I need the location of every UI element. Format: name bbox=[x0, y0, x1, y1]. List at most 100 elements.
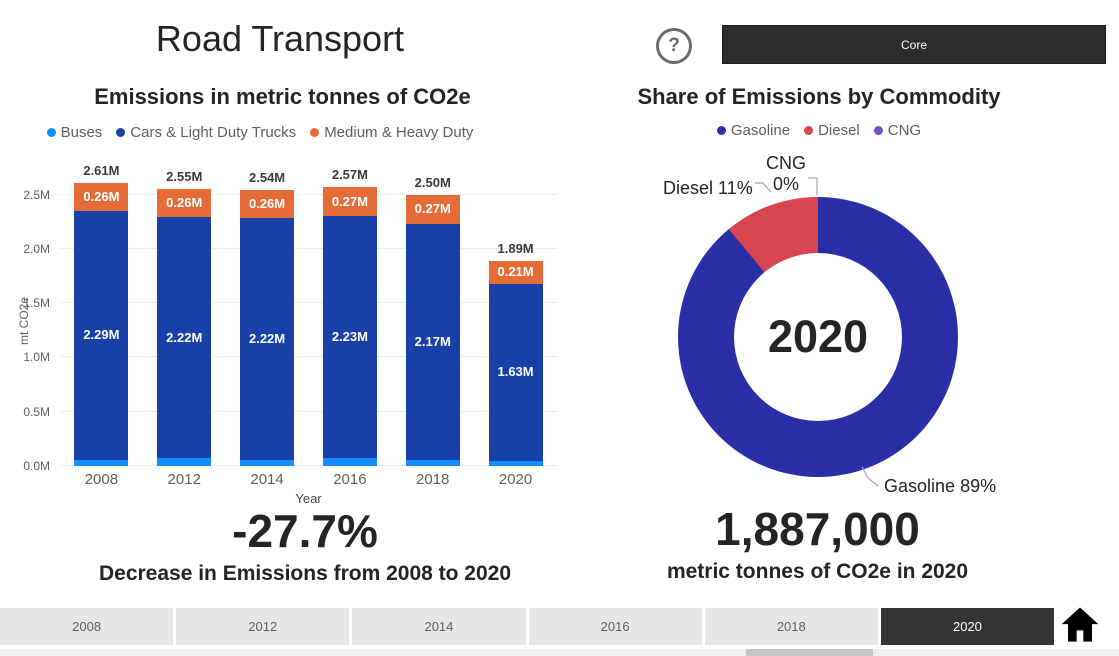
bar-2012: 2.22M 0.26M 2.55M bbox=[143, 162, 226, 466]
legend-item-cars-light-duty-trucks[interactable]: Cars & Light Duty Trucks bbox=[116, 124, 296, 141]
donut-center-label: 2020 bbox=[767, 311, 869, 362]
bar-segment-label: 2.17M bbox=[414, 333, 451, 349]
bar-segment-label: 0.26M bbox=[248, 196, 286, 212]
bar-segment-2020[interactable] bbox=[488, 460, 543, 466]
y-tick-label: 2.0M bbox=[23, 241, 50, 256]
bar-segment-label: 2.29M bbox=[83, 327, 120, 343]
bar-chart-legend: Buses Cars & Light Duty Trucks Medium & He… bbox=[0, 124, 520, 141]
bar-segment-2016[interactable] bbox=[322, 458, 377, 466]
year-button-2008[interactable]: 2008 bbox=[0, 608, 174, 645]
bar-segment-2016[interactable]: 0.27M bbox=[322, 186, 377, 217]
bar-2014: 2.22M 0.26M 2.54M bbox=[226, 162, 309, 466]
bar-segment-2016[interactable]: 2.23M bbox=[322, 216, 377, 459]
bar-total-label: 2.55M bbox=[166, 169, 203, 185]
legend-item-diesel[interactable]: Diesel bbox=[804, 122, 860, 139]
bar-segment-2008[interactable] bbox=[74, 459, 129, 466]
bar-segment-label: 0.27M bbox=[414, 201, 451, 217]
bar-segment-label: 0.21M bbox=[497, 264, 534, 280]
bar-total-label: 2.54M bbox=[248, 170, 286, 186]
x-tick-label: 2014 bbox=[250, 471, 284, 488]
bar-segment-label: 0.26M bbox=[166, 195, 203, 211]
legend-dot-icon bbox=[804, 126, 814, 135]
legend-item-cng[interactable]: CNG bbox=[873, 122, 922, 139]
bar-2020: 1.63M 0.21M 1.89M bbox=[474, 162, 557, 466]
bar-segment-label: 0.26M bbox=[83, 188, 120, 204]
bar-segment-2012[interactable] bbox=[157, 458, 212, 466]
question-mark-glyph: ? bbox=[668, 35, 680, 56]
legend-dot-icon bbox=[716, 126, 726, 135]
y-axis-ticks: 0.0M 0.5M 1.0M 1.5M 2.0M 2.5M bbox=[4, 162, 50, 473]
year-button-2012[interactable]: 2012 bbox=[176, 608, 350, 645]
gridline bbox=[60, 356, 557, 358]
bar-segment-2020[interactable]: 0.21M bbox=[488, 260, 543, 284]
core-button[interactable]: Core bbox=[722, 25, 1106, 64]
bar-2016: 2.23M 0.27M 2.57M bbox=[309, 162, 392, 466]
y-tick-label: 2.5M bbox=[23, 187, 50, 202]
y-tick-label: 0.5M bbox=[23, 404, 50, 419]
horizontal-scrollbar[interactable] bbox=[0, 649, 1119, 656]
legend-label: Diesel bbox=[818, 122, 860, 139]
legend-dot-icon bbox=[46, 128, 56, 137]
gridline bbox=[60, 410, 557, 412]
y-tick-label: 1.0M bbox=[23, 350, 50, 365]
y-tick-label: 1.5M bbox=[23, 296, 50, 311]
year-button-2016[interactable]: 2016 bbox=[528, 608, 702, 645]
legend-item-gasoline[interactable]: Gasoline bbox=[716, 122, 791, 139]
bar-segment-2012[interactable]: 0.26M bbox=[157, 189, 212, 218]
x-axis-title: Year bbox=[295, 491, 322, 506]
legend-dot-icon bbox=[873, 126, 883, 135]
kpi-total-value: 1,887,000 bbox=[715, 503, 920, 555]
bar-segment-2018[interactable]: 0.27M bbox=[405, 194, 460, 224]
year-button-2020[interactable]: 2020 bbox=[880, 608, 1055, 645]
legend-item-buses[interactable]: Buses bbox=[46, 124, 103, 141]
kpi-total-caption: metric tonnes of CO2e in 2020 bbox=[666, 560, 969, 583]
bar-total-label: 2.61M bbox=[83, 162, 120, 178]
legend-label: Cars & Light Duty Trucks bbox=[130, 124, 297, 141]
year-slicer: 2008 2012 2014 2016 2018 2020 bbox=[0, 608, 1055, 645]
bar-chart-title: Emissions in metric tonnes of CO2e bbox=[94, 84, 471, 109]
legend-dot-icon bbox=[116, 128, 126, 137]
scrollbar-thumb[interactable] bbox=[746, 649, 873, 656]
bar-segment-2008[interactable]: 2.29M bbox=[74, 210, 129, 460]
donut-chart-title: Share of Emissions by Commodity bbox=[637, 84, 1001, 109]
bar-total-label: 2.50M bbox=[414, 174, 451, 190]
x-tick-label: 2020 bbox=[498, 471, 533, 488]
year-button-2018[interactable]: 2018 bbox=[704, 608, 878, 645]
bar-segment-2012[interactable]: 2.22M bbox=[157, 217, 212, 459]
bar-segment-2018[interactable] bbox=[405, 459, 460, 466]
donut-chart[interactable]: 2020 bbox=[678, 197, 958, 477]
bar-segment-label: 1.63M bbox=[497, 364, 534, 380]
bar-segment-label: 2.22M bbox=[166, 329, 203, 345]
callout-cng: CNG 0% bbox=[766, 153, 806, 194]
callout-gasoline: Gasoline 89% bbox=[884, 476, 997, 496]
legend-label: Gasoline bbox=[730, 122, 791, 139]
donut-hole: 2020 bbox=[734, 253, 902, 421]
legend-label: Buses bbox=[60, 124, 103, 141]
legend-label: CNG bbox=[887, 122, 922, 139]
kpi-decrease-value: -27.7% bbox=[232, 505, 378, 557]
bar-segment-2008[interactable]: 0.26M bbox=[74, 182, 129, 211]
bar-segment-2014[interactable]: 2.22M bbox=[240, 218, 295, 460]
legend-label: Medium & Heavy Duty bbox=[324, 124, 474, 141]
bar-segment-2014[interactable]: 0.26M bbox=[240, 190, 295, 219]
bar-segment-2018[interactable]: 2.17M bbox=[405, 223, 460, 460]
x-axis-ticks: 2008 2012 2014 2016 2018 2020 bbox=[60, 471, 557, 488]
year-button-2014[interactable]: 2014 bbox=[352, 608, 526, 645]
bar-segment-label: 2.22M bbox=[248, 330, 286, 346]
home-icon[interactable] bbox=[1058, 603, 1102, 647]
gridline bbox=[60, 193, 557, 195]
help-icon[interactable]: ? bbox=[656, 28, 692, 64]
bar-total-label: 2.57M bbox=[331, 166, 368, 182]
bar-2008: 2.29M 0.26M 2.61M bbox=[60, 162, 143, 466]
donut-chart-legend: Gasoline Diesel CNG bbox=[564, 122, 1074, 139]
legend-dot-icon bbox=[310, 128, 320, 137]
x-tick-label: 2008 bbox=[84, 471, 119, 488]
bar-total-label: 1.89M bbox=[497, 240, 534, 256]
bar-segment-label: 2.23M bbox=[331, 329, 368, 345]
bar-segment-2020[interactable]: 1.63M bbox=[488, 283, 543, 461]
gridline bbox=[60, 302, 557, 304]
legend-item-medium-heavy-duty[interactable]: Medium & Heavy Duty bbox=[310, 124, 473, 141]
bar-segment-2014[interactable] bbox=[240, 459, 295, 466]
x-tick-label: 2018 bbox=[416, 471, 450, 488]
